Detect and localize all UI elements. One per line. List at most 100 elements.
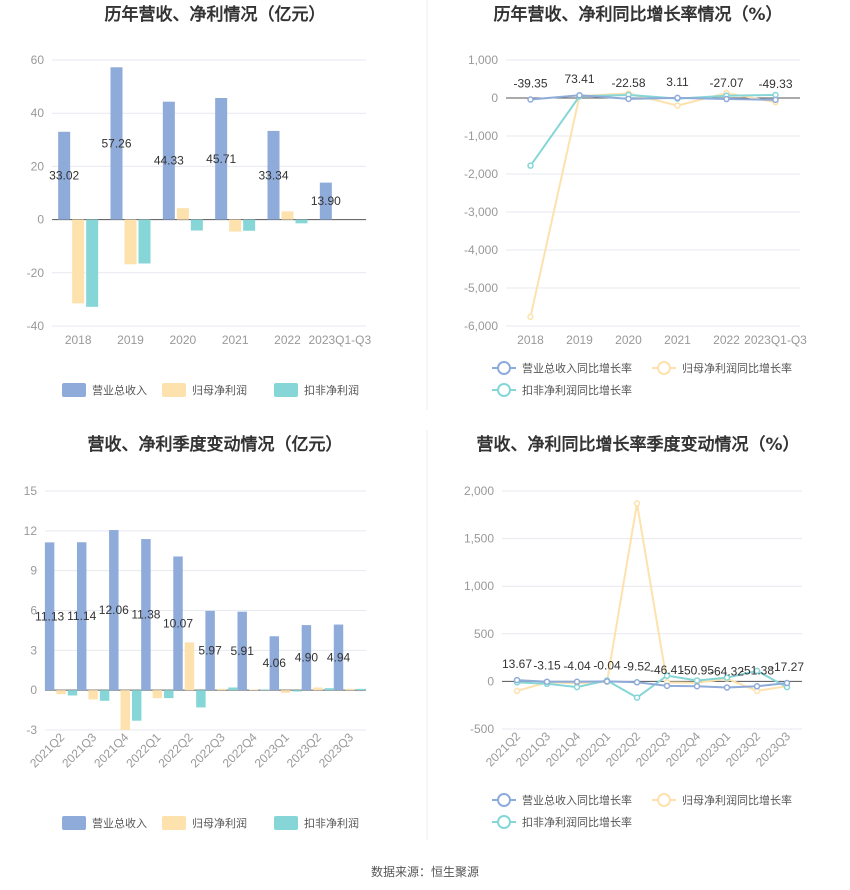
bar-deducted-profit <box>131 690 142 721</box>
line-data-label: -39.35 <box>513 76 547 90</box>
bar-data-label: 4.94 <box>327 650 351 664</box>
legend-swatch <box>274 383 298 397</box>
line-point <box>527 313 534 321</box>
legend-item[interactable]: 归母净利润同比增长率 <box>652 361 792 375</box>
bar-data-label: 5.97 <box>198 644 222 658</box>
bar-revenue <box>44 542 55 691</box>
bar-data-label: 11.13 <box>35 609 64 623</box>
line-point <box>723 684 731 691</box>
line-point <box>723 95 730 103</box>
line-data-label: -64.32 <box>710 665 744 679</box>
bar-revenue <box>173 556 183 691</box>
legend-item[interactable]: 归母净利润同比增长率 <box>652 793 792 807</box>
legend-label: 扣非净利润同比增长率 <box>522 383 632 397</box>
legend-item[interactable]: 归母净利润 <box>162 816 247 830</box>
bar-parent-profit <box>176 208 189 220</box>
x-tick-label: 2022Q3 <box>188 730 228 770</box>
bar-data-label: 44.33 <box>154 154 184 168</box>
legend-item[interactable]: 扣非净利润 <box>274 383 359 397</box>
bar-revenue <box>109 530 119 691</box>
y-tick-label: -5,000 <box>464 281 498 295</box>
legend-item[interactable]: 营业总收入同比增长率 <box>492 361 632 375</box>
legend-item[interactable]: 营业总收入同比增长率 <box>492 793 632 807</box>
bar-data-label: 4.06 <box>263 656 287 670</box>
bar-deducted-profit <box>67 690 78 696</box>
bar-deducted-profit <box>164 690 174 699</box>
legend-label: 归母净利润 <box>192 383 247 397</box>
legend-swatch <box>162 816 186 830</box>
bar-revenue <box>76 542 87 691</box>
x-tick-label: 2021Q4 <box>91 730 131 770</box>
annual-bar-panel: 历年营收、净利情况（亿元） -40 -20 0 20 40 60 2018 2019 2020 20… <box>27 4 372 397</box>
legend-item[interactable]: 扣非净利润同比增长率 <box>492 815 632 829</box>
line-data-label: -27.07 <box>709 76 743 90</box>
line-point <box>693 683 701 690</box>
legend-label: 营业总收入同比增长率 <box>522 793 632 807</box>
y-tick-label: -500 <box>470 722 494 736</box>
y-tick-label: 1,000 <box>468 53 498 67</box>
x-tick-label: 2023Q3 <box>753 729 793 769</box>
line-deducted-profit-growth <box>529 93 776 167</box>
line-point <box>576 91 583 99</box>
line-point <box>625 95 632 103</box>
line-point <box>513 676 521 684</box>
y-tick-label: -3 <box>26 723 37 737</box>
legend-item[interactable]: 营业总收入 <box>62 383 147 397</box>
y-tick-label: -4,000 <box>464 243 498 257</box>
legend-marker <box>497 361 511 375</box>
bar-data-label: 33.34 <box>258 168 288 182</box>
legend-item[interactable]: 营业总收入 <box>62 816 147 830</box>
bar-deducted-profit <box>99 690 110 701</box>
bar-data-label: 12.06 <box>99 603 129 617</box>
y-tick-label: -3,000 <box>464 205 498 219</box>
bar-deducted-profit <box>292 690 302 692</box>
line-parent-profit-growth <box>516 503 788 692</box>
legend-swatch <box>62 816 86 830</box>
x-tick-label: 2019 <box>566 333 593 347</box>
line-deducted-profit-growth <box>516 669 788 699</box>
bar-parent-profit <box>345 688 355 691</box>
bar-data-label: 5.91 <box>231 644 255 658</box>
bar-deducted-profit <box>138 219 151 264</box>
legend-item[interactable]: 扣非净利润同比增长率 <box>492 383 632 397</box>
legend-swatch <box>162 383 186 397</box>
line-point <box>783 679 791 687</box>
bar-data-label: 11.38 <box>131 608 160 622</box>
y-tick-label: 15 <box>24 484 38 498</box>
line-point <box>753 667 761 675</box>
y-tick-label: -1,000 <box>464 129 498 143</box>
x-tick-label: 2021Q3 <box>59 730 99 770</box>
line-point <box>693 677 701 684</box>
bar-revenue <box>301 625 312 691</box>
legend-label: 营业总收入 <box>92 816 147 830</box>
legend-label: 营业总收入 <box>92 383 147 397</box>
bar-revenue <box>319 182 332 220</box>
y-tick-label: 3 <box>30 643 37 657</box>
bar-deducted-profit <box>324 688 335 691</box>
y-tick-label: 500 <box>474 627 494 641</box>
legend-label: 营业总收入同比增长率 <box>522 361 632 375</box>
bar-data-label: 11.14 <box>67 609 96 623</box>
y-tick-label: 2,000 <box>464 484 494 498</box>
y-tick-label: 6 <box>30 604 37 618</box>
bar-deducted-profit <box>196 690 206 708</box>
legend-item[interactable]: 扣非净利润 <box>274 816 359 830</box>
line-revenue-growth <box>530 94 776 101</box>
y-tick-label: 0 <box>30 683 37 697</box>
x-tick-label: 2018 <box>517 333 544 347</box>
x-tick-label: 2019 <box>117 333 144 347</box>
legend-item[interactable]: 归母净利润 <box>162 383 247 397</box>
bar-revenue <box>267 130 280 220</box>
y-tick-label: 60 <box>31 53 45 67</box>
bar-deducted-profit <box>356 688 367 691</box>
x-tick-label: 2023Q3 <box>316 730 356 770</box>
bar-parent-profit <box>313 687 323 691</box>
line-parent-profit-growth <box>529 92 776 318</box>
line-point <box>772 96 779 104</box>
bar-data-label: 33.02 <box>49 169 79 183</box>
bar-deducted-profit <box>295 219 308 224</box>
line-data-label: -51.38 <box>740 663 774 677</box>
bar-parent-profit <box>281 690 291 693</box>
y-tick-label: -2,000 <box>464 167 498 181</box>
line-point <box>603 678 611 685</box>
